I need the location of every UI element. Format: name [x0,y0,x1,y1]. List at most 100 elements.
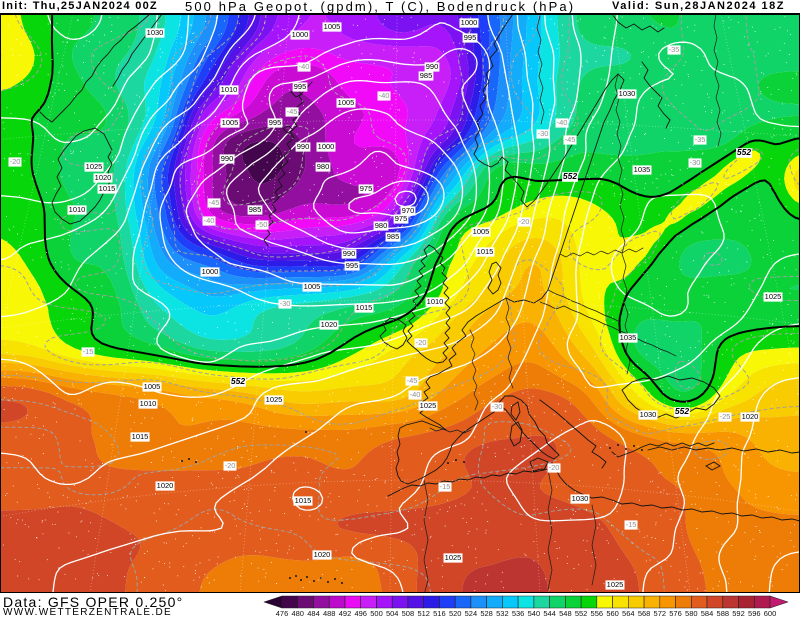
svg-text:1000: 1000 [202,267,219,276]
svg-text:584: 584 [701,609,714,618]
svg-text:-35: -35 [669,45,680,54]
svg-text:1005: 1005 [338,98,355,107]
svg-text:1025: 1025 [86,162,103,171]
svg-text:990: 990 [221,154,234,163]
svg-text:980: 980 [375,221,388,230]
svg-text:-15: -15 [440,482,451,491]
svg-text:564: 564 [622,609,635,618]
svg-text:528: 528 [480,609,493,618]
svg-text:-40: -40 [204,216,215,225]
svg-text:-30: -30 [492,402,503,411]
svg-text:995: 995 [269,118,282,127]
svg-text:500: 500 [370,609,383,618]
svg-text:548: 548 [559,609,572,618]
svg-text:488: 488 [323,609,336,618]
svg-text:568: 568 [638,609,651,618]
svg-text:-40: -40 [557,118,568,127]
svg-text:556: 556 [591,609,604,618]
svg-text:1010: 1010 [69,205,86,214]
svg-text:985: 985 [249,205,262,214]
svg-text:975: 975 [395,214,408,223]
svg-text:1025: 1025 [445,553,462,562]
svg-text:-30: -30 [538,129,549,138]
svg-text:-20: -20 [225,461,236,470]
svg-text:1030: 1030 [572,494,589,503]
svg-text:516: 516 [433,609,446,618]
svg-text:-20: -20 [10,157,21,166]
svg-text:1015: 1015 [477,247,494,256]
svg-text:1000: 1000 [318,142,335,151]
svg-text:980: 980 [317,162,330,171]
svg-text:995: 995 [294,82,307,91]
svg-text:572: 572 [654,609,667,618]
svg-text:552: 552 [737,147,751,157]
svg-text:560: 560 [606,609,619,618]
svg-text:1020: 1020 [157,481,174,490]
svg-text:-20: -20 [519,217,530,226]
svg-text:1020: 1020 [95,173,112,182]
svg-text:-30: -30 [690,158,701,167]
svg-text:1025: 1025 [266,395,283,404]
svg-text:580: 580 [685,609,698,618]
svg-text:990: 990 [343,249,356,258]
svg-text:-35: -35 [695,135,706,144]
svg-text:995: 995 [464,33,477,42]
svg-text:-15: -15 [83,347,94,356]
svg-text:592: 592 [732,609,745,618]
svg-text:532: 532 [496,609,509,618]
svg-text:476: 476 [276,609,289,618]
svg-text:1010: 1010 [140,399,157,408]
svg-text:-45: -45 [565,135,576,144]
svg-text:-30: -30 [280,299,291,308]
svg-text:1005: 1005 [222,118,239,127]
svg-text:-20: -20 [549,463,560,472]
svg-text:1005: 1005 [304,282,321,291]
svg-text:484: 484 [307,609,320,618]
svg-text:990: 990 [426,62,439,71]
svg-text:552: 552 [563,171,577,181]
svg-text:552: 552 [231,376,245,386]
svg-text:552: 552 [675,406,689,416]
svg-text:-45: -45 [209,198,220,207]
svg-text:1010: 1010 [221,85,238,94]
svg-text:596: 596 [748,609,761,618]
svg-text:1030: 1030 [147,28,164,37]
svg-text:576: 576 [669,609,682,618]
svg-text:-45: -45 [407,376,418,385]
svg-text:600: 600 [764,609,777,618]
svg-text:1000: 1000 [461,18,478,27]
svg-text:985: 985 [387,232,400,241]
svg-text:504: 504 [386,609,399,618]
svg-text:970: 970 [402,206,415,215]
svg-text:1005: 1005 [144,382,161,391]
svg-text:1010: 1010 [427,297,444,306]
svg-text:-50: -50 [257,220,268,229]
svg-text:-15: -15 [626,520,637,529]
svg-text:1020: 1020 [742,412,759,421]
svg-text:520: 520 [449,609,462,618]
svg-text:-40: -40 [379,91,390,100]
svg-text:544: 544 [543,609,556,618]
svg-text:-20: -20 [416,338,427,347]
svg-text:1020: 1020 [314,550,331,559]
svg-text:508: 508 [402,609,415,618]
svg-text:588: 588 [717,609,730,618]
svg-text:524: 524 [465,609,478,618]
svg-text:1025: 1025 [765,292,782,301]
svg-text:1030: 1030 [640,410,657,419]
svg-text:-45: -45 [287,107,298,116]
svg-text:995: 995 [346,261,359,270]
svg-text:1005: 1005 [324,22,341,31]
svg-text:1035: 1035 [634,165,651,174]
svg-text:512: 512 [417,609,430,618]
svg-text:496: 496 [354,609,367,618]
svg-text:990: 990 [297,142,310,151]
svg-text:536: 536 [512,609,525,618]
svg-text:1015: 1015 [356,303,373,312]
svg-text:480: 480 [291,609,304,618]
svg-text:540: 540 [528,609,541,618]
svg-text:1000: 1000 [292,30,309,39]
svg-text:1020: 1020 [321,320,338,329]
svg-text:552: 552 [575,609,588,618]
svg-text:1005: 1005 [473,227,490,236]
